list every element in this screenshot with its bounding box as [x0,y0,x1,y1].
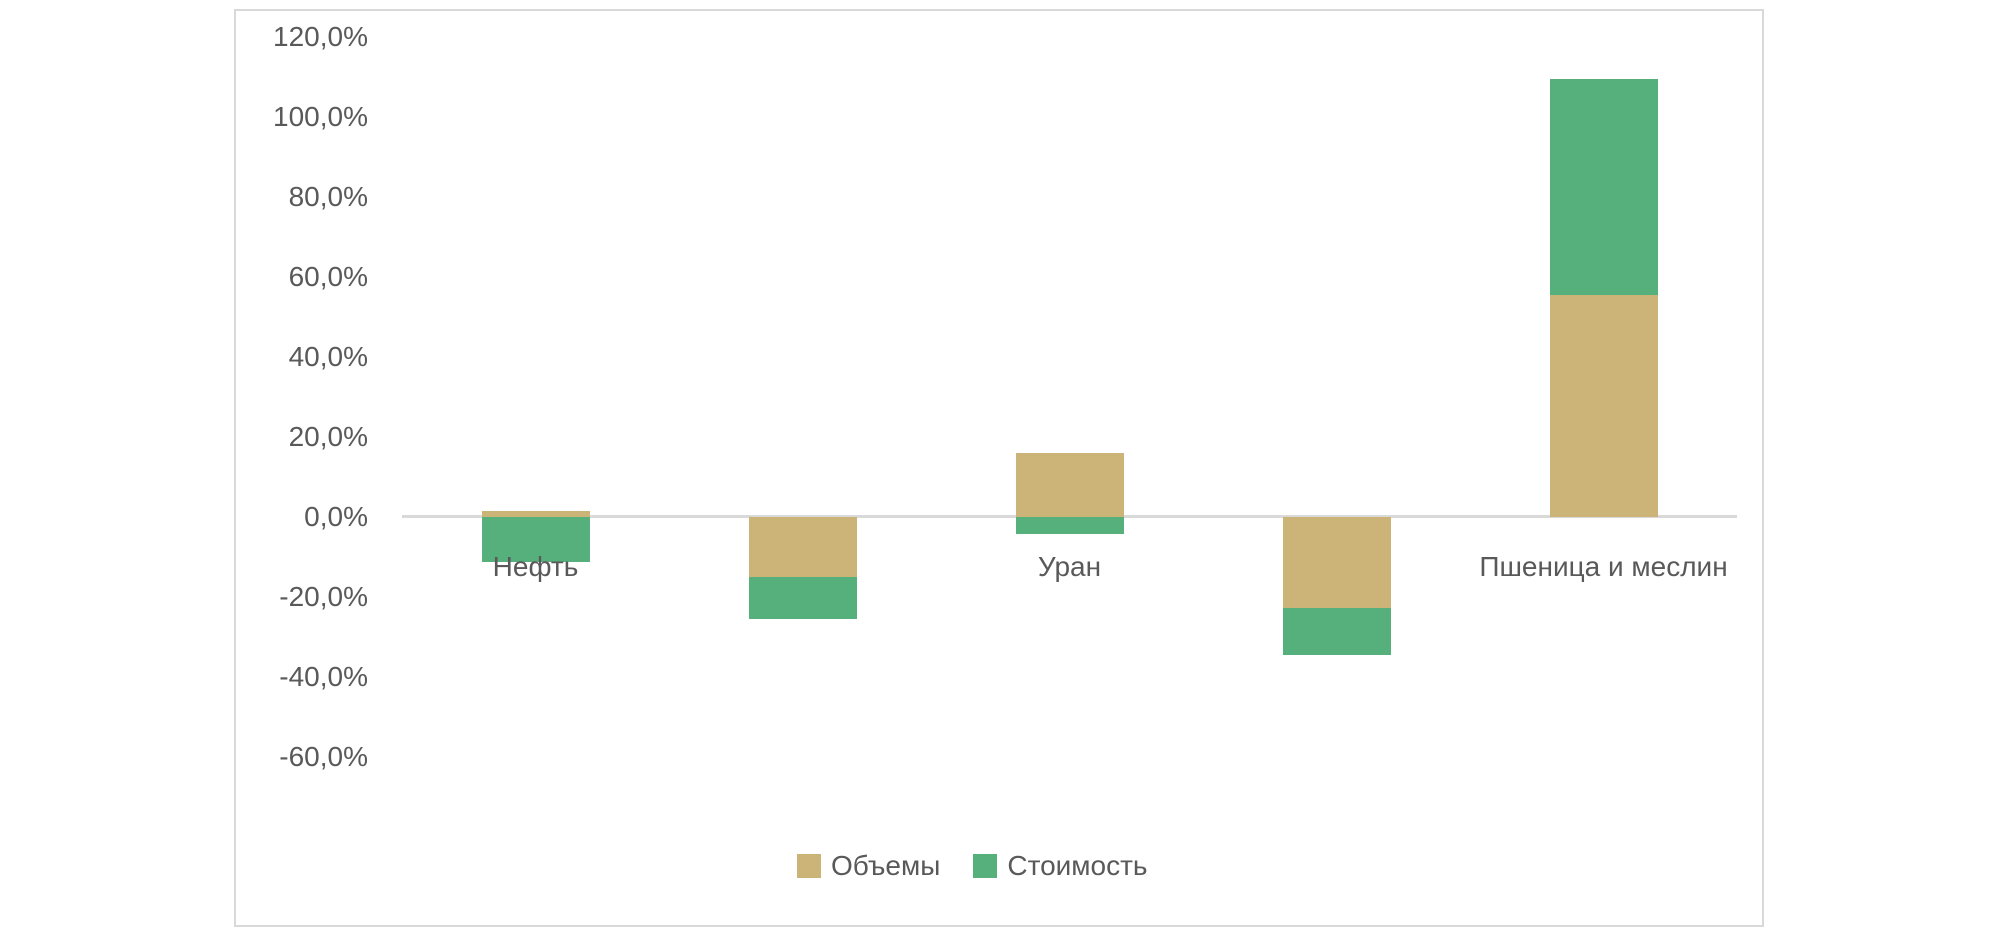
chart-border-box [234,9,1764,927]
